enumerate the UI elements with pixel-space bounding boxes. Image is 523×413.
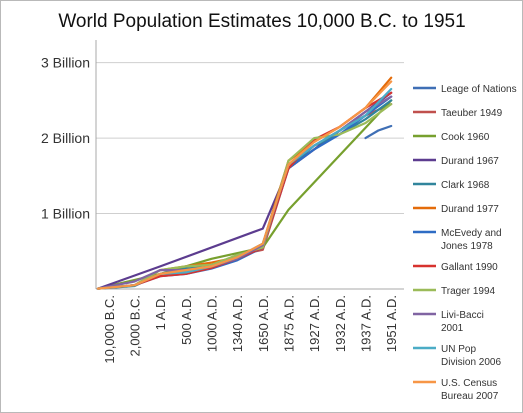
- x-axis-ticks: 10,000 B.C. 2,000 B.C. 1 A.D. 500 A.D. 1000 …: [102, 295, 399, 364]
- legend-label: Durand 1977: [441, 204, 499, 215]
- legend-entry: UN Pop Division 2006: [413, 344, 501, 368]
- legend-label: Cook 1960: [441, 132, 490, 143]
- x-tick-label: 2,000 B.C.: [128, 295, 143, 356]
- x-tick-label: 1937 A.D.: [359, 295, 374, 352]
- legend-label: McEvedy and: [441, 228, 502, 239]
- legend-entry: Gallant 1990: [413, 262, 498, 273]
- legend-label: Division 2006: [441, 357, 501, 368]
- x-tick-label: 1932 A.D.: [333, 295, 348, 352]
- legend-label: 2001: [441, 323, 464, 334]
- legend-entry: Trager 1994: [413, 286, 496, 297]
- x-tick-label: 1 A.D.: [153, 295, 168, 330]
- y-axis-ticks: 1 Billion 2 Billion 3 Billion: [41, 55, 90, 222]
- legend: Leage of Nations Taeuber 1949 Cook 1960 Dur…: [413, 84, 517, 402]
- series-line-11: [96, 87, 393, 290]
- legend-label: Clark 1968: [441, 180, 490, 191]
- legend-label: Trager 1994: [441, 286, 496, 297]
- x-tick-label: 1951 A.D.: [384, 295, 399, 352]
- x-tick-label: 1000 A.D.: [205, 295, 220, 352]
- x-tick-label: 10,000 B.C.: [102, 295, 117, 364]
- legend-label: Leage of Nations: [441, 84, 517, 95]
- y-tick-label: 3 Billion: [41, 55, 90, 71]
- legend-label: Livi-Bacci: [441, 310, 484, 321]
- legend-label: U.S. Census: [441, 378, 497, 389]
- legend-label: Durand 1967: [441, 156, 499, 167]
- series-line-9: [96, 102, 393, 290]
- axes: [95, 40, 404, 290]
- legend-label: Gallant 1990: [441, 262, 498, 273]
- legend-entry: Taeuber 1949: [413, 108, 503, 119]
- x-tick-label: 1650 A.D.: [256, 295, 271, 352]
- series-lines: [96, 76, 393, 290]
- x-tick-label: 1875 A.D.: [282, 295, 297, 352]
- x-tick-label: 1340 A.D.: [230, 295, 245, 352]
- y-tick-label: 1 Billion: [41, 206, 90, 222]
- legend-entry: McEvedy and Jones 1978: [413, 228, 502, 252]
- series-line-1: [364, 124, 393, 140]
- legend-label: Bureau 2007: [441, 391, 499, 402]
- x-tick-label: 500 A.D.: [179, 295, 194, 345]
- legend-entry: Cook 1960: [413, 132, 490, 143]
- legend-label: Jones 1978: [441, 241, 493, 252]
- legend-label: UN Pop: [441, 344, 476, 355]
- legend-entry: Durand 1977: [413, 204, 499, 215]
- gridlines: [96, 62, 404, 215]
- series-line-12: [96, 80, 393, 290]
- legend-entry: Leage of Nations: [413, 84, 517, 95]
- legend-label: Taeuber 1949: [441, 108, 503, 119]
- chart-title: World Population Estimates 10,000 B.C. t…: [58, 11, 465, 32]
- legend-entry: Durand 1967: [413, 156, 499, 167]
- legend-entry: Livi-Bacci 2001: [413, 310, 484, 334]
- legend-entry: Clark 1968: [413, 180, 490, 191]
- y-tick-label: 2 Billion: [41, 130, 90, 146]
- x-tick-label: 1927 A.D.: [307, 295, 322, 352]
- legend-entry: U.S. Census Bureau 2007: [413, 378, 499, 402]
